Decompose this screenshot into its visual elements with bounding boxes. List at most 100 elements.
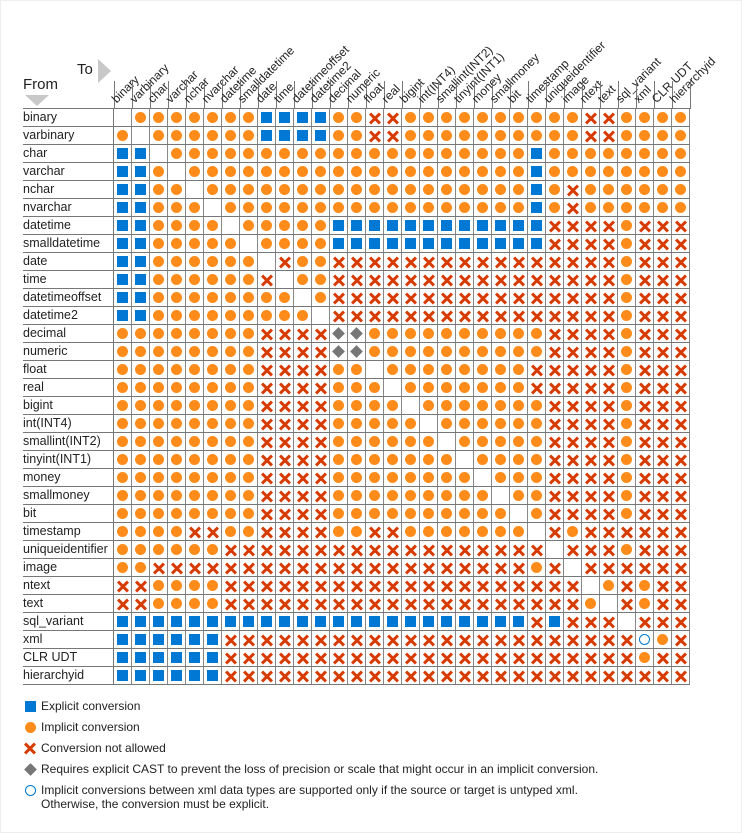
- cell: [438, 163, 456, 180]
- implicit-conversion-icon: [531, 472, 542, 483]
- implicit-conversion-icon: [459, 508, 470, 519]
- not-allowed-icon: [567, 220, 579, 232]
- cell: [114, 253, 132, 270]
- cell: [222, 487, 240, 504]
- cell: [330, 127, 348, 144]
- not-allowed-icon: [333, 598, 345, 610]
- implicit-conversion-icon: [153, 364, 164, 375]
- cell: [546, 217, 564, 234]
- not-allowed-icon: [387, 670, 399, 682]
- cell: [438, 559, 456, 576]
- implicit-conversion-icon: [441, 382, 452, 393]
- not-allowed-icon: [585, 220, 597, 232]
- not-allowed-icon: [261, 400, 273, 412]
- cell: [510, 631, 528, 648]
- cell: [258, 379, 276, 396]
- cell: [564, 343, 582, 360]
- cell: [438, 469, 456, 486]
- cell: [582, 649, 600, 666]
- cell: [150, 235, 168, 252]
- cell: [276, 505, 294, 522]
- implicit-conversion-icon: [207, 166, 218, 177]
- not-allowed-icon: [531, 616, 543, 628]
- implicit-conversion-icon: [621, 436, 632, 447]
- explicit-conversion-icon: [261, 616, 272, 627]
- cell: [528, 469, 546, 486]
- cell: [114, 433, 132, 450]
- implicit-conversion-icon: [351, 382, 362, 393]
- implicit-conversion-icon: [153, 454, 164, 465]
- cell: [366, 181, 384, 198]
- not-allowed-icon: [369, 112, 381, 124]
- not-allowed-icon: [495, 598, 507, 610]
- not-allowed-icon: [657, 274, 669, 286]
- implicit-conversion-icon: [207, 130, 218, 141]
- cell: [546, 343, 564, 360]
- cell: [420, 559, 438, 576]
- implicit-conversion-icon: [423, 400, 434, 411]
- not-allowed-icon: [675, 562, 687, 574]
- cell: [402, 397, 420, 414]
- cell: [240, 127, 258, 144]
- column-divider: [546, 81, 547, 109]
- implicit-conversion-icon: [225, 274, 236, 285]
- implicit-conversion-icon: [423, 346, 434, 357]
- cell: [384, 379, 402, 396]
- implicit-conversion-icon: [243, 184, 254, 195]
- cell: [150, 109, 168, 126]
- cell: [114, 163, 132, 180]
- implicit-conversion-icon: [495, 364, 506, 375]
- cell: [312, 595, 330, 612]
- explicit-conversion-icon: [117, 202, 128, 213]
- not-allowed-icon: [477, 274, 489, 286]
- cell: [114, 199, 132, 216]
- cell: [618, 361, 636, 378]
- cell: [402, 451, 420, 468]
- cell: [186, 613, 204, 630]
- cell: [168, 397, 186, 414]
- cell: [636, 307, 654, 324]
- implicit-conversion-icon: [369, 508, 380, 519]
- cell: [204, 199, 222, 216]
- cell: [240, 163, 258, 180]
- not-allowed-icon: [297, 634, 309, 646]
- not-allowed-icon: [549, 400, 561, 412]
- cell: [654, 271, 672, 288]
- cell: [546, 325, 564, 342]
- explicit-conversion-icon: [243, 616, 254, 627]
- not-allowed-icon: [351, 652, 363, 664]
- implicit-conversion-icon: [171, 598, 182, 609]
- implicit-conversion-icon: [153, 274, 164, 285]
- cell: [204, 181, 222, 198]
- implicit-conversion-icon: [315, 166, 326, 177]
- cell: [168, 577, 186, 594]
- explicit-conversion-icon: [333, 220, 344, 231]
- explicit-conversion-icon: [117, 634, 128, 645]
- implicit-conversion-icon: [207, 184, 218, 195]
- explicit-conversion-icon: [117, 220, 128, 231]
- cell: [474, 289, 492, 306]
- implicit-conversion-icon: [279, 292, 290, 303]
- not-allowed-icon: [315, 472, 327, 484]
- cell: [618, 379, 636, 396]
- implicit-conversion-icon: [459, 202, 470, 213]
- cell: [654, 469, 672, 486]
- cell: [420, 379, 438, 396]
- implicit-conversion-icon: [459, 490, 470, 501]
- requires-cast-icon: [23, 762, 37, 776]
- cell: [474, 595, 492, 612]
- explicit-conversion-icon: [135, 652, 146, 663]
- cell: [276, 253, 294, 270]
- explicit-conversion-icon: [135, 238, 146, 249]
- not-allowed-icon: [603, 256, 615, 268]
- table-row: datetimeoffset: [23, 289, 690, 307]
- cell: [438, 199, 456, 216]
- cell: [528, 613, 546, 630]
- cell: [312, 577, 330, 594]
- not-allowed-icon: [423, 292, 435, 304]
- cell: [312, 397, 330, 414]
- cell: [294, 235, 312, 252]
- explicit-conversion-icon: [513, 616, 524, 627]
- to-label: To: [77, 61, 93, 78]
- not-allowed-icon: [657, 292, 669, 304]
